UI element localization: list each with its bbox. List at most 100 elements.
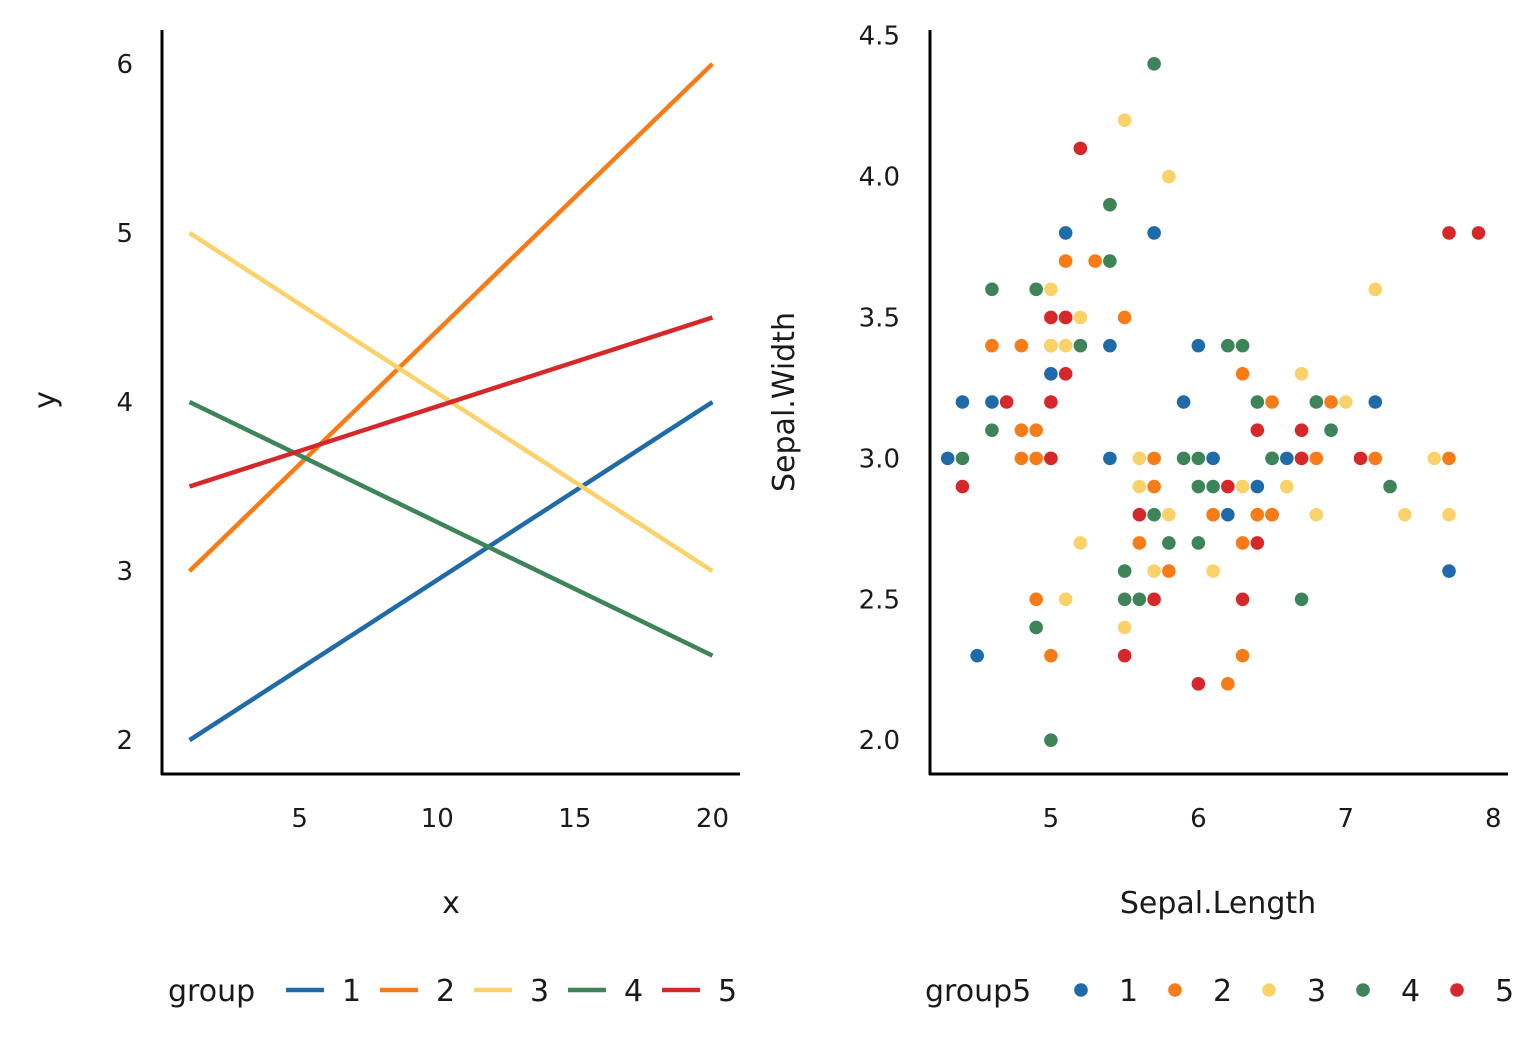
scatter-chart-y-tick-label: 3.5 [859,303,900,333]
scatter-point-group-2 [1117,310,1132,325]
scatter-point-group-2 [1206,507,1220,522]
scatter-point-group-2 [1014,338,1029,353]
scatter-point-group-3 [1280,479,1294,494]
scatter-point-group-3 [1044,282,1058,297]
scatter-point-group-1 [985,395,999,409]
scatter-chart-legend-label-4: 4 [1401,974,1420,1009]
scatter-chart-x-tick-labels: 5 6 7 8 [1043,804,1502,834]
scatter-point-group-1 [1221,507,1235,522]
scatter-point-group-4 [1176,451,1191,466]
scatter-point-group-4 [1117,564,1132,578]
scatter-chart-legend-key-2 [1168,983,1182,997]
scatter-point-group-4 [1029,620,1043,635]
scatter-point-group-3 [1162,169,1176,184]
scatter-point-group-2 [1265,395,1279,409]
scatter-point-group-2 [1265,507,1279,522]
scatter-point-group-4 [1029,282,1043,297]
scatter-point-group-1 [1058,226,1073,240]
scatter-point-group-4 [1191,479,1206,494]
scatter-point-group-4 [1191,536,1206,550]
scatter-point-group-4 [1073,338,1088,353]
line-chart-y-tick-labels: 2 3 4 5 6 [116,50,133,756]
scatter-point-group-3 [1427,451,1442,466]
scatter-point-group-3 [1206,564,1220,578]
scatter-point-group-5 [1250,423,1265,437]
scatter-chart-legend-key-5 [1450,983,1464,997]
scatter-point-group-5 [1250,536,1265,550]
scatter-chart-legend-label-5: 5 [1495,974,1514,1009]
scatter-point-group-4 [1383,479,1397,494]
scatter-point-group-2 [1235,536,1250,550]
scatter-point-group-2 [1058,254,1073,268]
scatter-point-group-4 [1294,592,1309,607]
scatter-point-group-2 [1147,479,1161,494]
line-chart-x-tick-label: 20 [696,804,729,834]
scatter-point-group-5 [1221,479,1235,494]
scatter-chart-x-axis-title: Sepal.Length [1120,886,1316,921]
line-chart-y-tick-label: 6 [116,50,133,80]
line-chart-y-tick-label: 2 [116,726,133,756]
line-chart-y-tick-label: 5 [116,219,133,249]
line-series-5 [188,315,714,489]
line-chart-y-tick-label: 4 [116,388,133,418]
scatter-chart-points-layer [940,57,1486,747]
scatter-point-group-2 [1029,451,1043,466]
scatter-point-group-4 [1324,423,1338,437]
scatter-point-group-1 [1368,395,1383,409]
scatter-point-group-3 [1397,507,1412,522]
scatter-point-group-3 [1132,479,1147,494]
scatter-point-group-3 [1073,310,1088,325]
scatter-point-group-2 [1029,592,1043,607]
scatter-point-group-3 [1442,507,1456,522]
scatter-chart-legend-key-4 [1356,983,1370,997]
scatter-point-group-4 [1103,197,1117,212]
scatter-point-group-5 [1294,451,1309,466]
scatter-point-group-2 [985,338,999,353]
scatter-point-group-5 [1294,423,1309,437]
line-series-4 [188,399,714,658]
scatter-point-group-4 [1147,57,1161,71]
scatter-point-group-1 [1442,564,1456,578]
scatter-point-group-5 [1073,141,1088,156]
scatter-point-group-3 [1162,507,1176,522]
scatter-point-group-5 [1044,310,1058,325]
scatter-chart-y-tick-label: 3.0 [859,444,900,474]
scatter-chart-x-tick-label: 7 [1338,804,1355,834]
line-chart-x-tick-label: 10 [421,804,454,834]
line-chart-legend-title: group [168,974,255,1009]
scatter-point-group-4 [1044,733,1058,747]
scatter-point-group-2 [1235,367,1250,381]
scatter-point-group-5 [1147,592,1161,607]
scatter-point-group-4 [1265,451,1279,466]
scatter-point-group-3 [1309,507,1324,522]
scatter-point-group-2 [1442,451,1456,466]
scatter-point-group-5 [1235,592,1250,607]
line-chart-panel: 5 10 15 20 2 3 4 5 6 x y group 1 2 3 4 5 [28,30,740,1009]
scatter-point-group-4 [1309,395,1324,409]
scatter-point-group-3 [1117,620,1132,635]
scatter-point-group-3 [1339,395,1353,409]
scatter-point-group-4 [1147,507,1161,522]
scatter-point-group-5 [999,395,1014,409]
scatter-chart-x-tick-label: 5 [1043,804,1060,834]
scatter-point-group-2 [1014,423,1029,437]
scatter-point-group-1 [1103,338,1117,353]
scatter-chart-panel: 5 6 7 8 2.0 2.5 3.0 3.5 4.0 4.5 Sepal.Length Sep… [767,22,1514,1009]
scatter-chart-legend-label-2: 2 [1213,974,1232,1009]
scatter-point-group-3 [1117,113,1132,127]
scatter-point-group-1 [1250,479,1265,494]
scatter-point-group-4 [1162,536,1176,550]
scatter-point-group-4 [1221,338,1235,353]
scatter-point-group-1 [970,648,984,663]
scatter-point-group-1 [1206,451,1220,466]
line-chart-legend-label-1: 1 [342,974,361,1009]
scatter-point-group-4 [955,451,970,466]
scatter-point-group-5 [955,479,970,494]
scatter-chart-legend: group5 1 2 3 4 5 [925,974,1514,1009]
scatter-chart-y-axis-title: Sepal.Width [767,312,802,492]
scatter-point-group-2 [1132,536,1147,550]
scatter-point-group-3 [1073,536,1088,550]
scatter-point-group-2 [1324,395,1338,409]
scatter-point-group-1 [955,395,970,409]
scatter-point-group-5 [1471,226,1486,240]
